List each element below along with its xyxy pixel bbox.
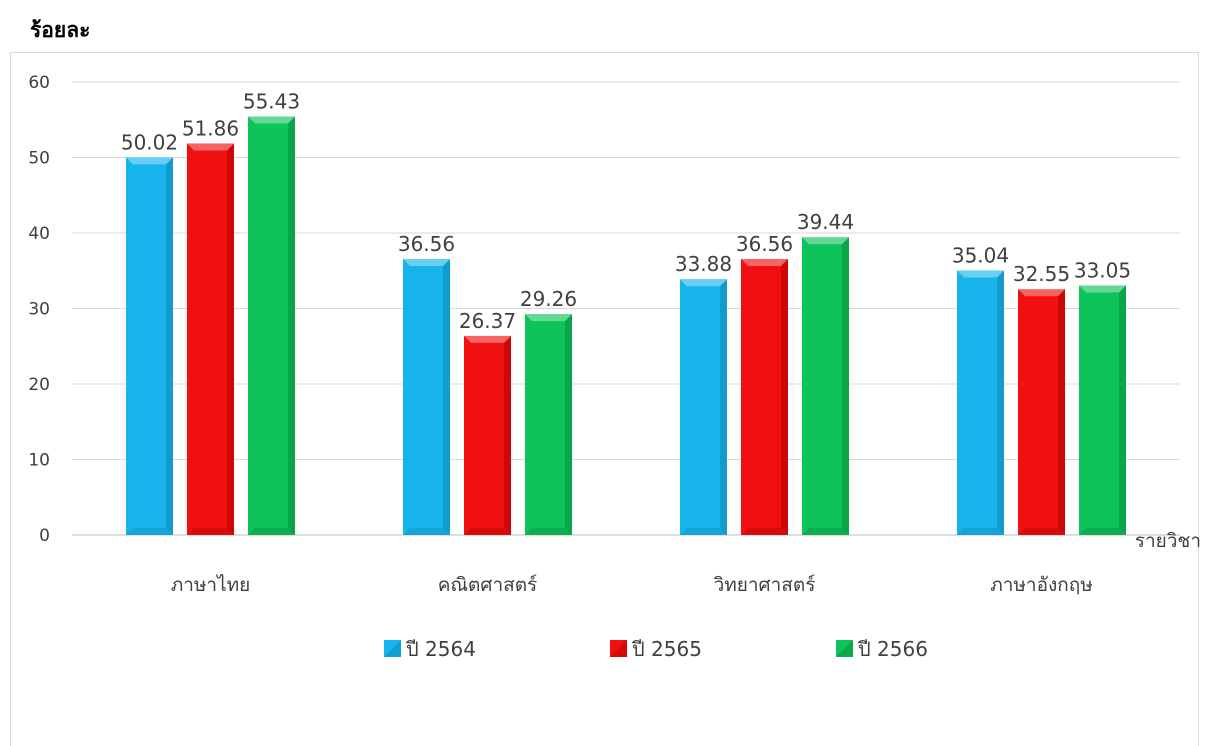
legend-label: ปี 2566 [858, 637, 928, 661]
gridlines [72, 81, 1180, 536]
data-label: 35.04 [952, 243, 1009, 267]
legend-item: ปี 2566 [836, 637, 928, 661]
legend-swatch [610, 640, 627, 657]
bar [957, 270, 1004, 535]
y-tick-label: 40 [28, 224, 50, 244]
data-label: 55.43 [243, 90, 300, 114]
legend-label: ปี 2565 [632, 637, 702, 661]
y-tick-label: 0 [39, 526, 50, 546]
data-label: 50.02 [121, 130, 178, 154]
x-axis-title: รายวิชา [1135, 530, 1201, 552]
bar [741, 258, 788, 535]
data-label: 26.37 [459, 309, 516, 333]
category-label: คณิตศาสตร์ [438, 574, 538, 596]
y-tick-label: 30 [28, 300, 50, 320]
category-label: วิทยาศาสตร์ [713, 574, 815, 596]
y-axis-ticks: 0 10 20 30 40 50 60 [28, 73, 50, 546]
category-label: ภาษาไทย [171, 574, 251, 596]
data-label: 33.05 [1074, 258, 1131, 282]
chart-frame [10, 52, 1199, 746]
y-tick-label: 20 [28, 375, 50, 395]
legend-swatch [384, 640, 401, 657]
bar [403, 258, 450, 535]
bar [248, 116, 295, 535]
y-axis-title: ร้อยละ [30, 18, 91, 42]
bar [525, 314, 572, 535]
y-tick-label: 10 [28, 451, 50, 471]
y-tick-label: 60 [28, 73, 50, 93]
bars [126, 116, 1126, 535]
category-labels: ภาษาไทย คณิตศาสตร์ วิทยาศาสตร์ ภาษาอังกฤษ [171, 574, 1093, 596]
legend-item: ปี 2564 [384, 637, 476, 661]
data-label: 39.44 [797, 210, 854, 234]
legend-label: ปี 2564 [406, 637, 476, 661]
bar [126, 157, 173, 535]
bar [464, 335, 511, 535]
data-label: 29.26 [520, 287, 577, 311]
data-label: 33.88 [675, 252, 732, 276]
y-tick-label: 50 [28, 149, 50, 169]
bar [1018, 289, 1065, 535]
legend: ปี 2564 ปี 2565 ปี 2566 [384, 637, 928, 661]
data-label: 51.86 [182, 116, 239, 140]
bar [187, 143, 234, 535]
bar [1079, 285, 1126, 535]
data-label: 36.56 [736, 232, 793, 256]
data-label: 36.56 [398, 232, 455, 256]
legend-swatch [836, 640, 853, 657]
bar [802, 237, 849, 535]
category-label: ภาษาอังกฤษ [990, 574, 1093, 596]
data-label: 32.55 [1013, 262, 1070, 286]
legend-item: ปี 2565 [610, 637, 702, 661]
data-labels: 50.0251.8655.4336.5626.3729.2633.8836.56… [121, 90, 1131, 333]
bar [680, 279, 727, 535]
